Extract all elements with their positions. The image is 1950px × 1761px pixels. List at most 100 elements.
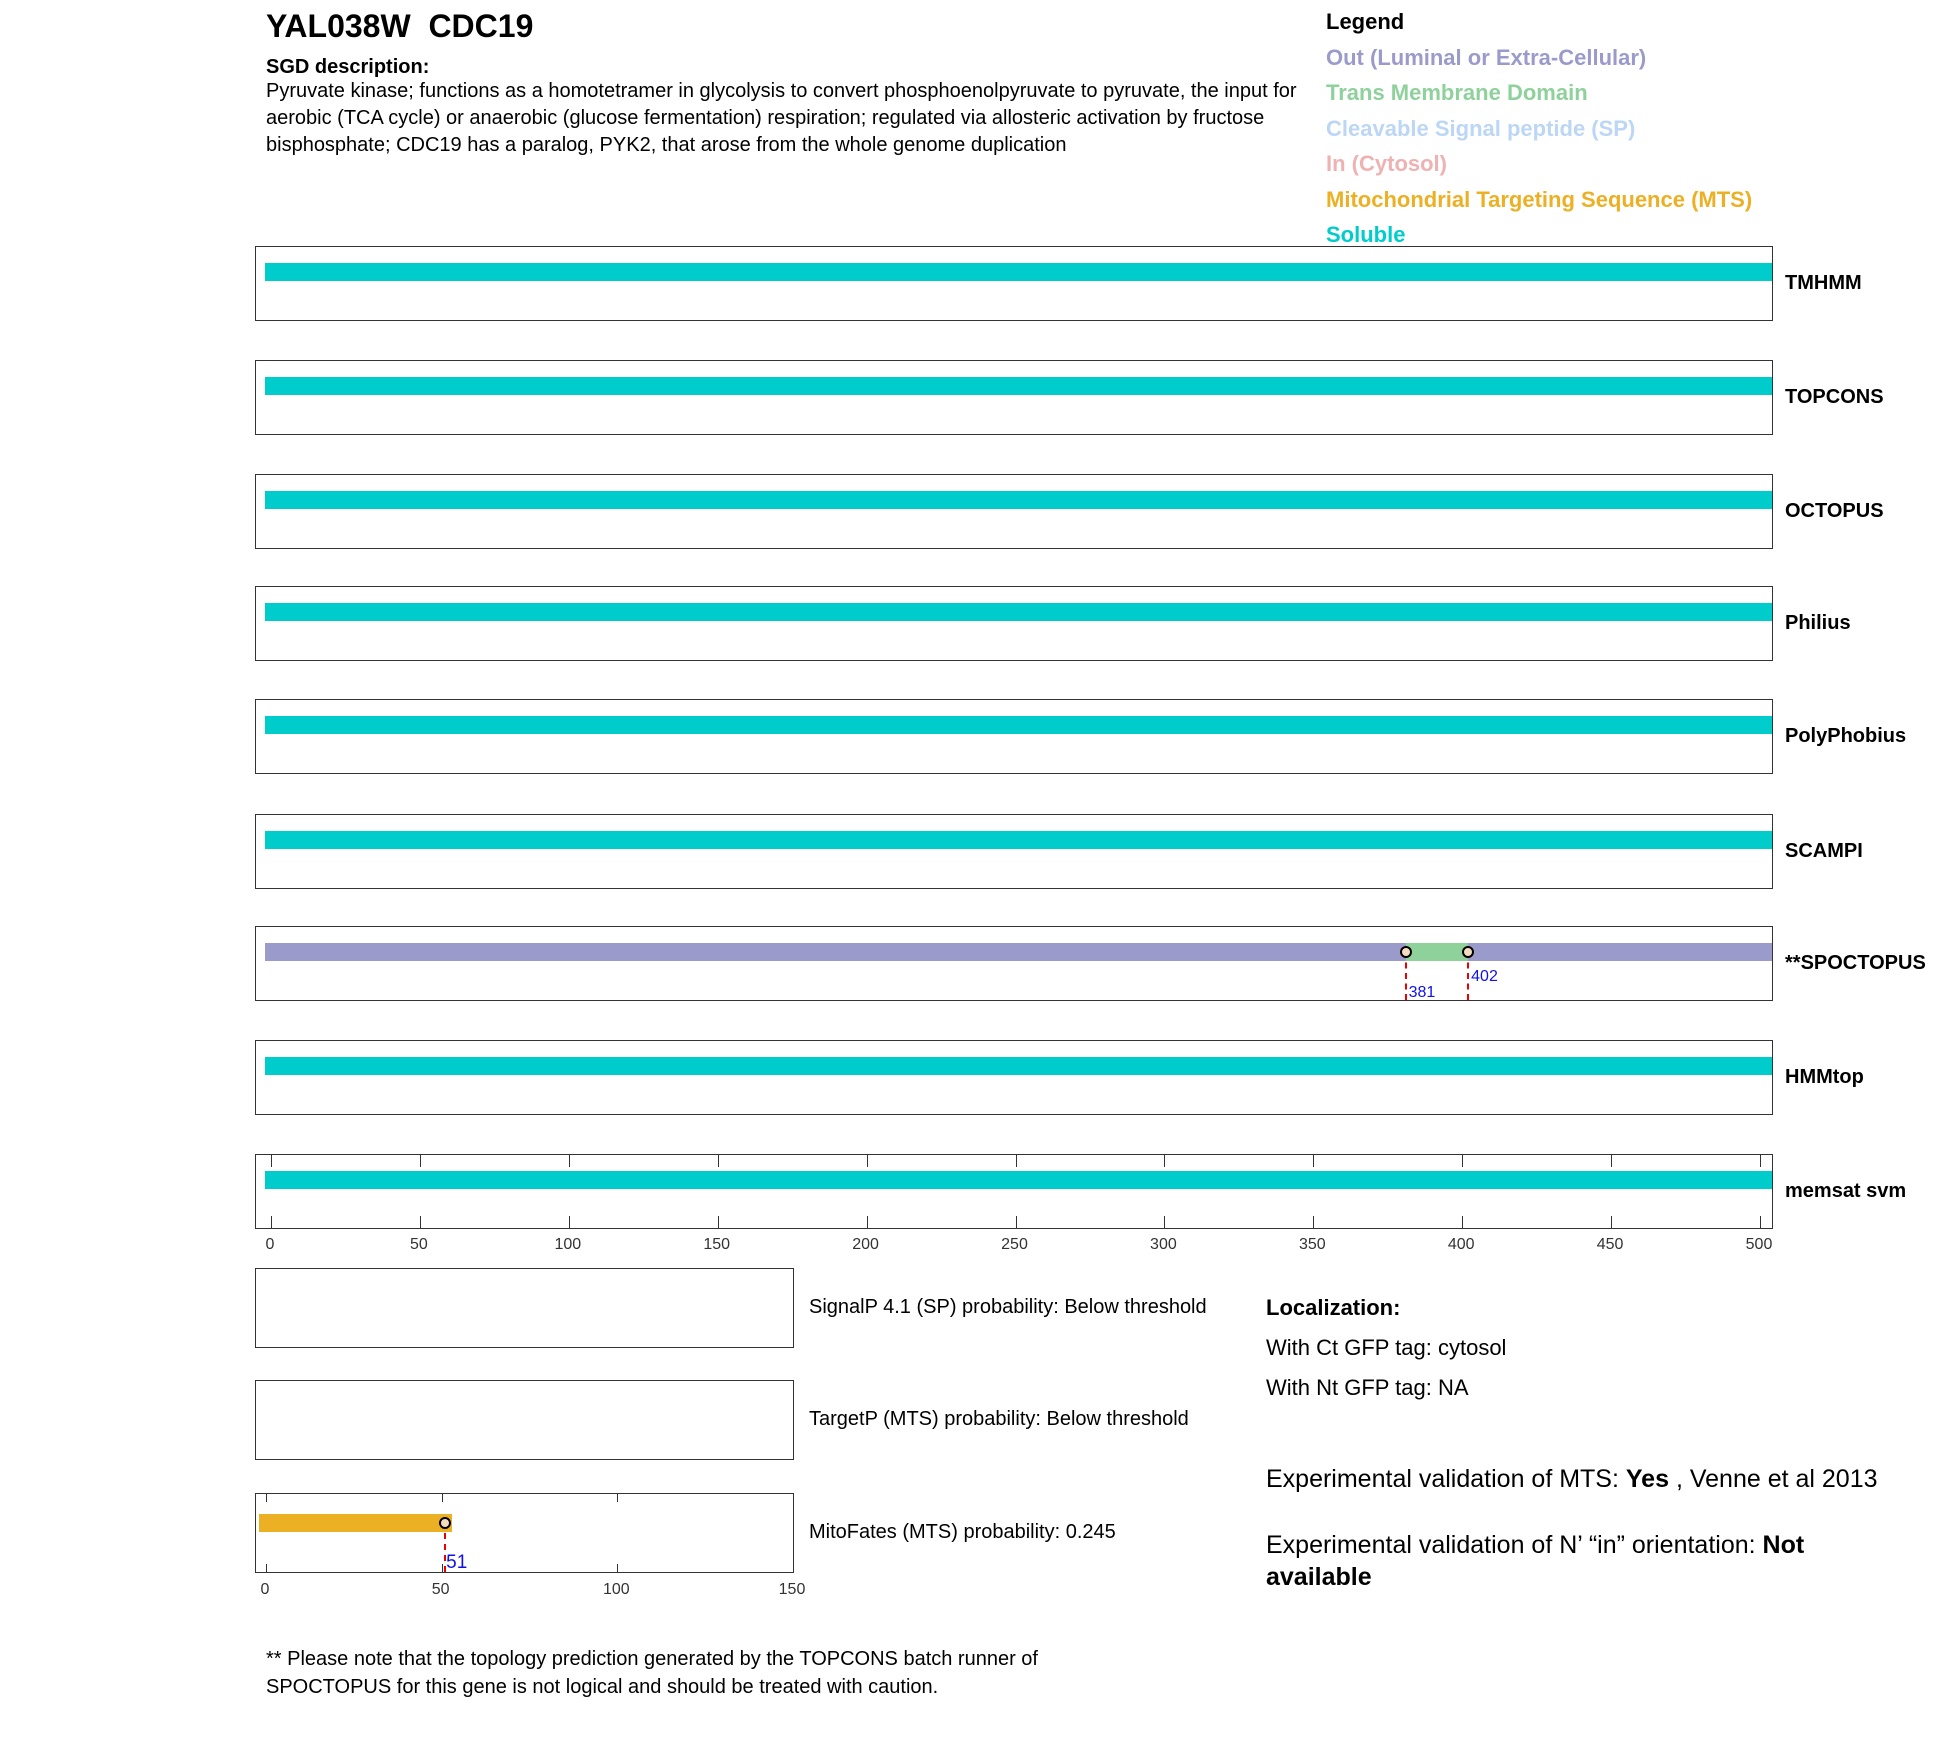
track-philius <box>255 586 1773 661</box>
boundary-label: 51 <box>446 1552 468 1573</box>
axis-tick <box>419 1155 421 1167</box>
axis-tick <box>1760 1216 1761 1228</box>
boundary-line <box>1404 952 1407 1000</box>
axis-tick <box>266 1494 267 1502</box>
track-topcons <box>255 360 1773 435</box>
axis-tick <box>1313 1216 1315 1228</box>
axis-tick <box>1164 1155 1166 1167</box>
predictor-label: TMHMM <box>1785 272 1862 294</box>
track-spoctopus: 381 402 <box>255 926 1773 1001</box>
axis-tick <box>617 1564 619 1572</box>
axis-tick-label: 500 <box>1745 1236 1773 1253</box>
predictor-label: PolyPhobius <box>1785 725 1907 747</box>
predictor-label: Philius <box>1785 612 1851 634</box>
signal-text-mitofates: MitoFates (MTS) probability: 0.245 <box>809 1521 1116 1543</box>
axis-tick <box>1611 1155 1613 1167</box>
legend-item: Cleavable Signal peptide (SP) <box>1326 115 1636 141</box>
description-text: Pyruvate kinase; functions as a homotetr… <box>266 80 1297 156</box>
axis-tick <box>1760 1155 1761 1167</box>
signal-box-signalp <box>255 1268 794 1348</box>
axis-tick-label: 200 <box>852 1236 879 1253</box>
axis-tick <box>617 1494 619 1502</box>
legend-item: Soluble <box>1326 222 1406 247</box>
boundary-marker <box>439 1517 452 1529</box>
legend: Legend Out (Luminal or Extra-Cellular) Tr… <box>1326 4 1752 253</box>
axis-tick-label: 300 <box>1150 1236 1177 1253</box>
axis-tick <box>441 1564 443 1572</box>
segment-out <box>265 943 1406 961</box>
axis-tick-label: 250 <box>1001 1236 1028 1253</box>
axis-tick <box>1164 1216 1166 1228</box>
boundary-line <box>444 1522 447 1572</box>
segment-soluble <box>265 716 1772 734</box>
axis-tick-label: 150 <box>703 1236 731 1253</box>
axis-tick <box>866 1216 868 1228</box>
segment-soluble <box>265 831 1772 849</box>
axis-tick <box>1015 1216 1017 1228</box>
track-tmhmm <box>255 246 1773 321</box>
signal-text-signalp: SignalP 4.1 (SP) probability: Below thre… <box>809 1296 1207 1318</box>
segment-soluble <box>265 1057 1772 1075</box>
axis-tick-label: 100 <box>602 1581 630 1598</box>
segment-soluble <box>265 263 1772 281</box>
axis-tick-label: 350 <box>1298 1236 1326 1253</box>
gene-name: CDC19 <box>428 8 534 44</box>
track-memsatsvm <box>255 1154 1773 1229</box>
predictor-label: SCAMPI <box>1785 840 1863 862</box>
exp-validation-mts: Experimental validation of MTS: Yes , Ve… <box>1266 1463 1906 1495</box>
boundary-label: 402 <box>1471 968 1498 985</box>
axis-tick-label: 0 <box>260 1581 270 1598</box>
predictor-label: OCTOPUS <box>1785 500 1884 522</box>
localization-title: Localization: <box>1266 1295 1401 1320</box>
axis-tick-label: 450 <box>1596 1236 1624 1253</box>
segment-soluble <box>265 377 1772 395</box>
predictor-label: TOPCONS <box>1785 386 1884 408</box>
segment-mts <box>258 1514 453 1532</box>
predictor-label: **SPOCTOPUS <box>1785 952 1926 974</box>
track-scampi <box>255 814 1773 889</box>
boundary-line <box>1467 952 1470 1000</box>
page-title: YAL038W CDC19 <box>266 8 533 45</box>
legend-item: In (Cytosol) <box>1326 151 1447 176</box>
predictor-label: HMMtop <box>1785 1066 1864 1088</box>
predictor-label: memsat svm <box>1785 1180 1907 1202</box>
axis-tick <box>419 1216 421 1228</box>
axis-tick-label: 50 <box>409 1236 428 1253</box>
axis-tick <box>1313 1155 1315 1167</box>
segment-soluble <box>265 1171 1772 1189</box>
axis-tick <box>568 1216 570 1228</box>
segment-tm <box>1405 943 1469 961</box>
axis-tick <box>568 1155 570 1167</box>
axis-tick-label: 400 <box>1447 1236 1475 1253</box>
localization-ct: With Ct GFP tag: cytosol <box>1266 1335 1507 1360</box>
segment-soluble <box>265 603 1772 621</box>
exp-validation-orientation: Experimental validation of N’ “in” orien… <box>1266 1529 1906 1593</box>
boundary-label: 381 <box>1408 984 1436 1001</box>
boundary-marker <box>1462 946 1475 958</box>
track-polyphobius <box>255 699 1773 774</box>
axis-tick <box>1462 1216 1464 1228</box>
track-hmmtop <box>255 1040 1773 1115</box>
axis-tick-label: 100 <box>554 1236 582 1253</box>
legend-item: Mitochondrial Targeting Sequence (MTS) <box>1326 186 1753 212</box>
axis-tick <box>271 1216 272 1228</box>
legend-item: Out (Luminal or Extra-Cellular) <box>1326 44 1647 70</box>
legend-title: Legend <box>1326 9 1405 34</box>
axis-tick-label: 150 <box>778 1581 806 1598</box>
exp-orient-label: Experimental validation of N’ “in” orien… <box>1266 1531 1763 1559</box>
axis-tick <box>717 1155 719 1167</box>
description-label: SGD description: <box>266 56 430 78</box>
axis-tick <box>1462 1155 1464 1167</box>
legend-item: Trans Membrane Domain <box>1326 80 1588 105</box>
axis-tick <box>793 1564 794 1572</box>
axis-tick-label: 50 <box>431 1581 450 1598</box>
exp-mts-label: Experimental validation of MTS: <box>1266 1465 1626 1493</box>
signal-box-targetp <box>255 1380 794 1460</box>
localization: Localization: With Ct GFP tag: cytosol W… <box>1266 1288 1506 1408</box>
axis-tick <box>866 1155 868 1167</box>
gene-id: YAL038W <box>266 8 411 44</box>
segment-out <box>1468 943 1772 961</box>
footnote: ** Please note that the topology predict… <box>266 1648 1038 1698</box>
axis-tick <box>271 1155 272 1167</box>
axis-tick-label: 0 <box>265 1236 275 1253</box>
